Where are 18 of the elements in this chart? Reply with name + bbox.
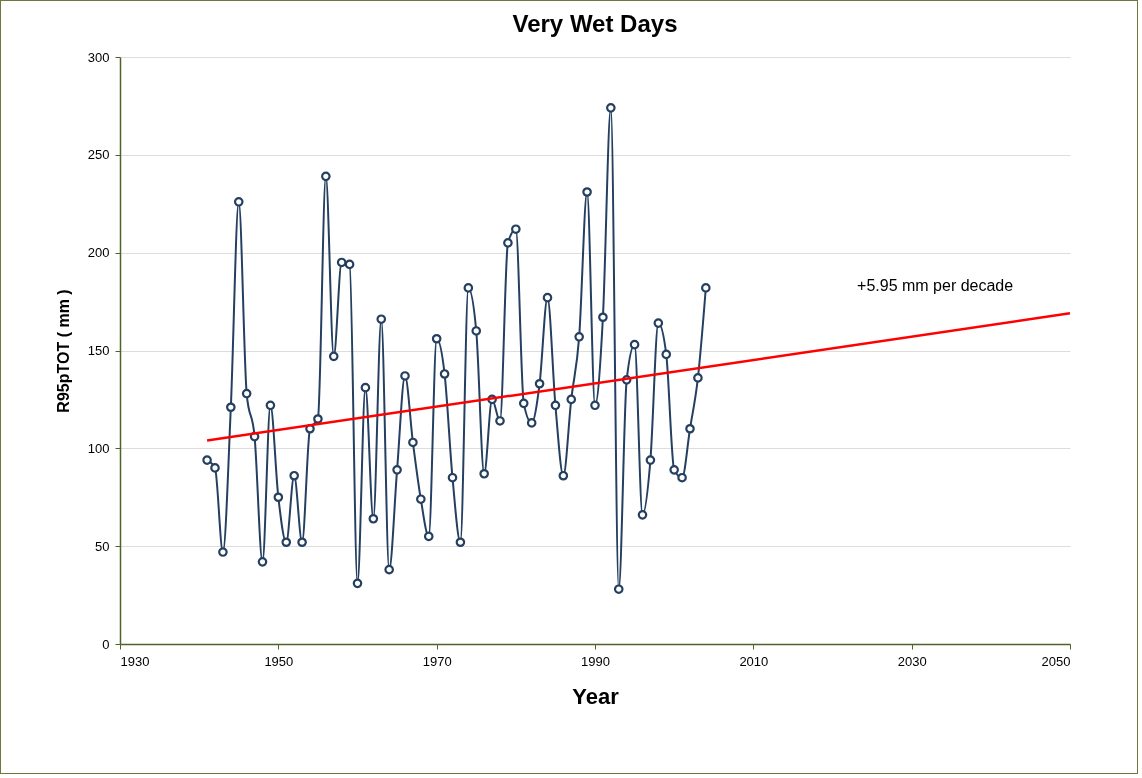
annotation: +5.95 mm per decade <box>857 276 1014 294</box>
x-tick-label: 1990 <box>581 653 610 669</box>
y-axis-title: R95pTOT ( mm ) <box>54 289 72 413</box>
x-tick-label: 1930 <box>120 653 150 669</box>
x-axis-title: Year <box>572 683 620 709</box>
x-tick-label: 2010 <box>739 653 769 669</box>
x-tick-label: 1970 <box>422 653 452 669</box>
y-tick-label: 50 <box>95 538 110 554</box>
y-tick-label: 200 <box>87 245 110 261</box>
y-tick-label: 100 <box>87 440 110 456</box>
y-tick-label: 150 <box>87 343 110 358</box>
y-tick-label: 250 <box>87 147 110 163</box>
y-tick-label: 0 <box>102 636 110 652</box>
x-tick-label: 1950 <box>264 653 294 669</box>
y-tick-label: 300 <box>87 49 110 65</box>
x-tick-label: 2050 <box>1041 653 1071 669</box>
chart-title: Very Wet Days <box>512 10 678 37</box>
x-tick-label: 2030 <box>897 653 927 669</box>
